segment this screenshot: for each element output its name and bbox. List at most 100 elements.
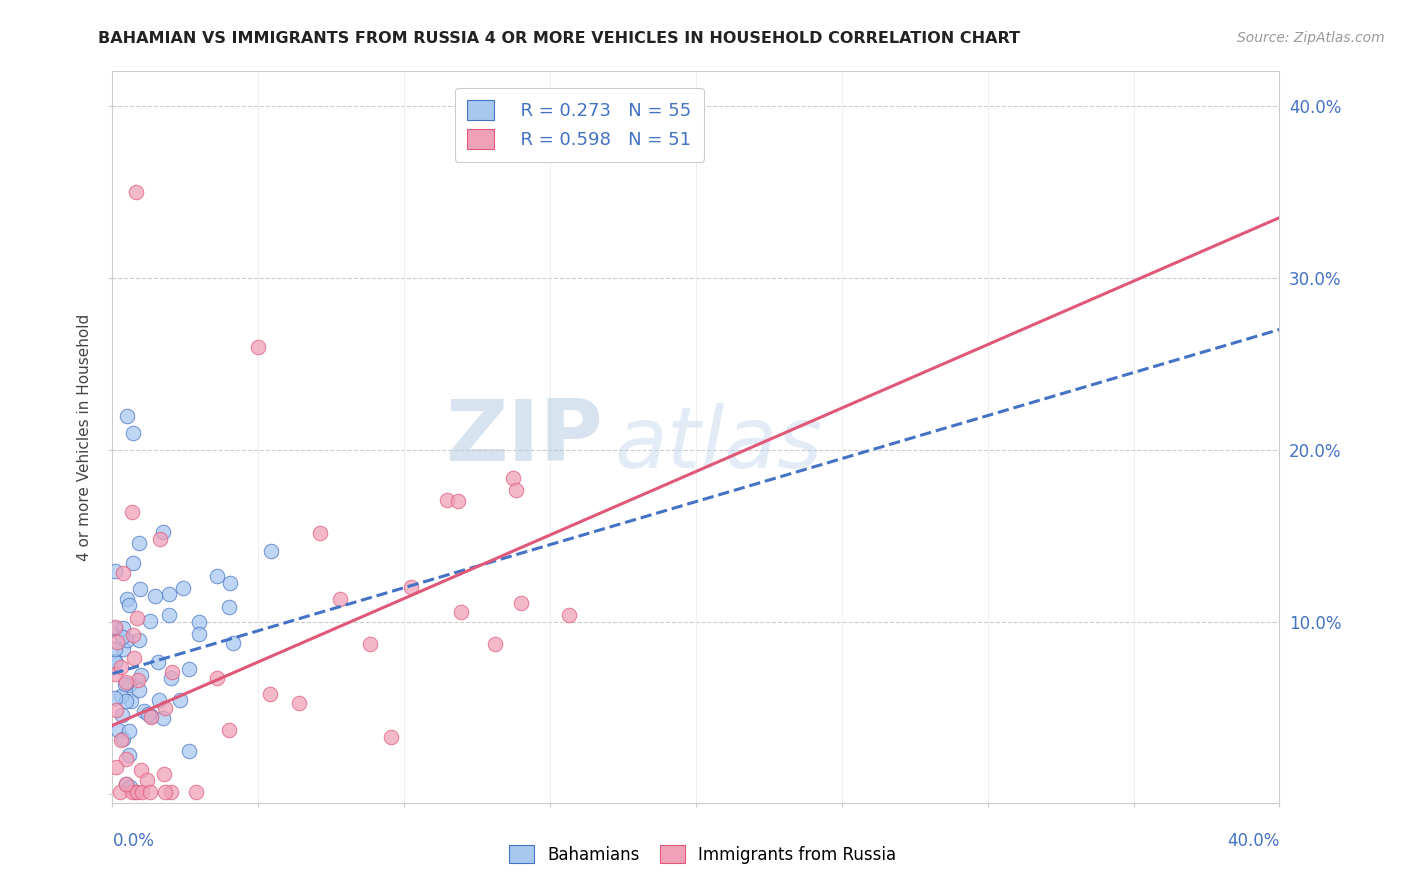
Point <box>111 630 134 644</box>
Point <box>247 340 270 354</box>
Point <box>450 606 472 620</box>
Point <box>205 671 228 685</box>
Point <box>112 621 135 635</box>
Point <box>118 598 141 612</box>
Legend: Bahamians, Immigrants from Russia: Bahamians, Immigrants from Russia <box>503 838 903 871</box>
Point <box>502 471 524 485</box>
Point <box>557 608 579 623</box>
Point <box>188 615 211 630</box>
Point <box>115 776 138 790</box>
Point <box>105 635 128 649</box>
Point <box>114 752 136 766</box>
Point <box>129 582 152 596</box>
Point <box>122 425 145 440</box>
Point <box>121 785 143 799</box>
Point <box>308 525 330 540</box>
Point <box>139 785 162 799</box>
Point <box>120 694 142 708</box>
Point <box>138 614 160 628</box>
Point <box>104 655 127 669</box>
Point <box>104 642 127 657</box>
Point <box>125 185 148 199</box>
Text: ZIP: ZIP <box>444 395 603 479</box>
Point <box>160 785 183 799</box>
Point <box>188 627 211 641</box>
Point <box>149 532 172 546</box>
Point <box>259 687 281 701</box>
Point <box>380 730 402 744</box>
Point <box>128 683 150 698</box>
Point <box>152 711 174 725</box>
Text: BAHAMIAN VS IMMIGRANTS FROM RUSSIA 4 OR MORE VEHICLES IN HOUSEHOLD CORRELATION C: BAHAMIAN VS IMMIGRANTS FROM RUSSIA 4 OR … <box>98 31 1021 46</box>
Point <box>107 723 129 737</box>
Point <box>114 674 136 689</box>
Point <box>329 591 352 606</box>
Point <box>139 710 162 724</box>
Point <box>155 701 177 715</box>
Point <box>359 636 381 650</box>
Text: Source: ZipAtlas.com: Source: ZipAtlas.com <box>1237 31 1385 45</box>
Point <box>218 599 240 614</box>
Point <box>112 731 135 746</box>
Point <box>122 650 145 665</box>
Point <box>115 633 138 648</box>
Point <box>505 483 527 498</box>
Point <box>436 493 458 508</box>
Point <box>218 723 240 737</box>
Point <box>121 556 143 570</box>
Point <box>179 662 201 676</box>
Point <box>127 785 149 799</box>
Point <box>260 544 283 558</box>
Point <box>218 575 240 590</box>
Point <box>155 785 177 799</box>
Point <box>110 732 132 747</box>
Point <box>160 665 183 680</box>
Point <box>120 780 142 795</box>
Text: 0.0%: 0.0% <box>112 832 155 850</box>
Point <box>222 636 245 650</box>
Point <box>128 632 150 647</box>
Point <box>288 696 311 710</box>
Point <box>129 667 152 681</box>
Point <box>115 592 138 607</box>
Legend:   R = 0.273   N = 55,   R = 0.598   N = 51: R = 0.273 N = 55, R = 0.598 N = 51 <box>454 87 704 161</box>
Point <box>105 759 128 773</box>
Point <box>159 671 181 685</box>
Point <box>121 505 143 519</box>
Point <box>143 590 166 604</box>
Point <box>104 654 127 668</box>
Point <box>399 581 422 595</box>
Text: 40.0%: 40.0% <box>1227 832 1279 850</box>
Y-axis label: 4 or more Vehicles in Household: 4 or more Vehicles in Household <box>77 313 93 561</box>
Point <box>114 694 136 708</box>
Point <box>146 655 169 669</box>
Point <box>131 785 153 799</box>
Point <box>157 587 180 601</box>
Point <box>124 785 146 799</box>
Point <box>446 494 468 508</box>
Point <box>129 763 152 777</box>
Point <box>152 524 174 539</box>
Text: atlas: atlas <box>614 403 823 486</box>
Point <box>205 569 228 583</box>
Point <box>104 667 127 681</box>
Point <box>104 702 127 716</box>
Point <box>110 785 132 799</box>
Point <box>127 611 149 625</box>
Point <box>111 642 134 657</box>
Point <box>177 744 200 758</box>
Point <box>104 690 127 705</box>
Point <box>111 707 134 722</box>
Point <box>169 693 191 707</box>
Point <box>153 766 176 780</box>
Point <box>484 637 506 651</box>
Point <box>128 535 150 549</box>
Point <box>110 660 132 674</box>
Point <box>115 409 138 423</box>
Point <box>122 628 145 642</box>
Point <box>509 596 531 610</box>
Point <box>110 690 132 704</box>
Point <box>148 693 170 707</box>
Point <box>141 708 163 723</box>
Point <box>118 724 141 739</box>
